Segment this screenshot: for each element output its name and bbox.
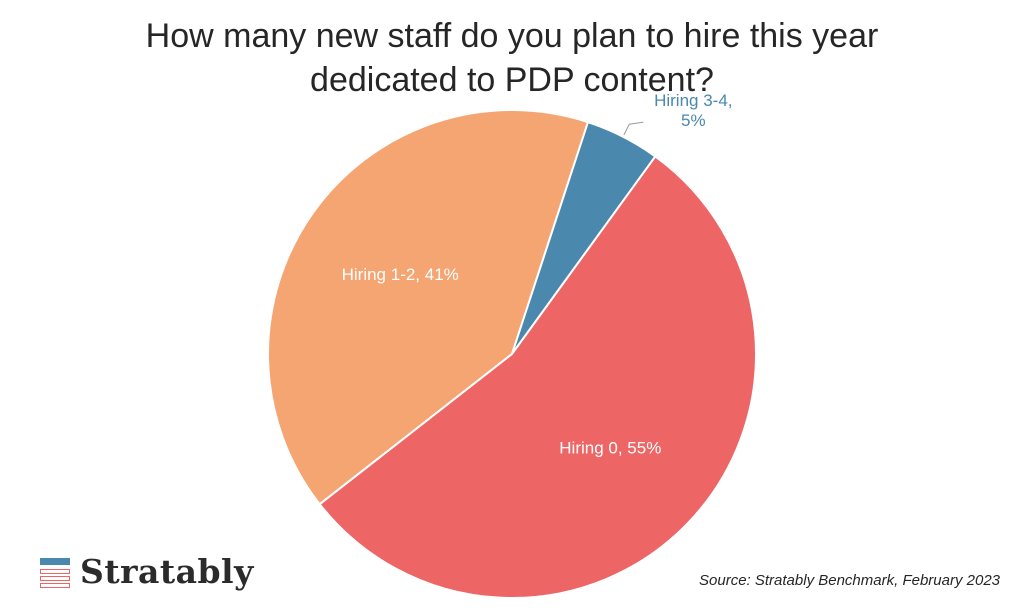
chart-title-line-1: How many new staff do you plan to hire t… — [145, 17, 879, 55]
pie-slices — [267, 109, 758, 599]
logo-text: Stratably — [80, 551, 254, 591]
chart-title: How many new staff do you plan to hire t… — [0, 14, 1024, 102]
leader-line — [623, 121, 644, 136]
pie-slice-hiring-0 — [318, 155, 758, 599]
source-note: Source: Stratably Benchmark, February 20… — [699, 572, 1000, 589]
pie-slice-hiring-1-2 — [267, 109, 590, 506]
chart-title-line-2: dedicated to PDP content? — [310, 61, 714, 99]
slice-label-hiring-1-2: Hiring 1-2, 41% — [342, 265, 459, 284]
logo-bars-icon — [40, 554, 70, 588]
slice-label-hiring-0: Hiring 0, 55% — [559, 438, 661, 457]
stratably-logo: Stratably — [40, 548, 254, 594]
pie-labels: Hiring 1-2, 41% Hiring 3-4, 5% Hiring 0, 55… — [342, 91, 733, 457]
slice-label-hiring-3-4: Hiring 3-4, 5% — [654, 91, 732, 130]
